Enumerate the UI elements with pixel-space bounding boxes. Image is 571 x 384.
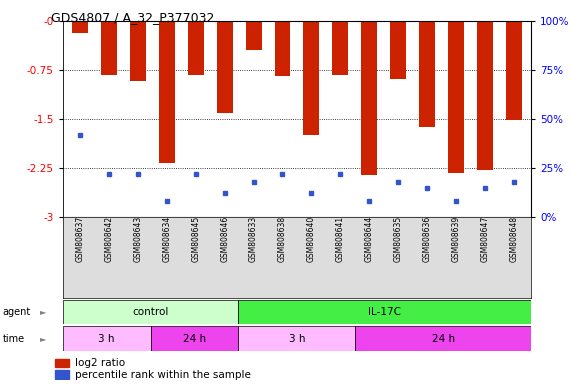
Bar: [239, 326, 355, 351]
Bar: [355, 326, 531, 351]
Text: percentile rank within the sample: percentile rank within the sample: [75, 370, 251, 380]
Bar: [246, 21, 262, 50]
Bar: [390, 21, 406, 79]
Text: 24 h: 24 h: [183, 334, 206, 344]
Text: control: control: [132, 307, 169, 317]
Bar: [448, 21, 464, 172]
Bar: [63, 326, 151, 351]
Bar: [55, 359, 69, 367]
Text: 24 h: 24 h: [432, 334, 455, 344]
Bar: [130, 21, 146, 81]
Text: time: time: [3, 334, 25, 344]
Bar: [275, 21, 291, 76]
Bar: [217, 21, 232, 113]
Text: log2 ratio: log2 ratio: [75, 358, 126, 368]
Bar: [101, 21, 117, 74]
Text: 3 h: 3 h: [289, 334, 305, 344]
Text: agent: agent: [3, 307, 31, 317]
Text: ►: ►: [39, 308, 46, 316]
Bar: [303, 21, 319, 136]
Bar: [63, 300, 239, 324]
Bar: [477, 21, 493, 170]
Bar: [419, 21, 435, 127]
Bar: [72, 21, 88, 33]
Text: IL-17C: IL-17C: [368, 307, 401, 317]
Text: 3 h: 3 h: [98, 334, 115, 344]
Bar: [151, 326, 239, 351]
Text: GDS4807 / A_32_P377032: GDS4807 / A_32_P377032: [51, 12, 215, 25]
Bar: [55, 370, 69, 379]
Bar: [239, 300, 531, 324]
Bar: [188, 21, 204, 74]
Bar: [332, 21, 348, 74]
Bar: [361, 21, 377, 175]
Bar: [159, 21, 175, 164]
Bar: [506, 21, 522, 120]
Text: ►: ►: [39, 334, 46, 343]
